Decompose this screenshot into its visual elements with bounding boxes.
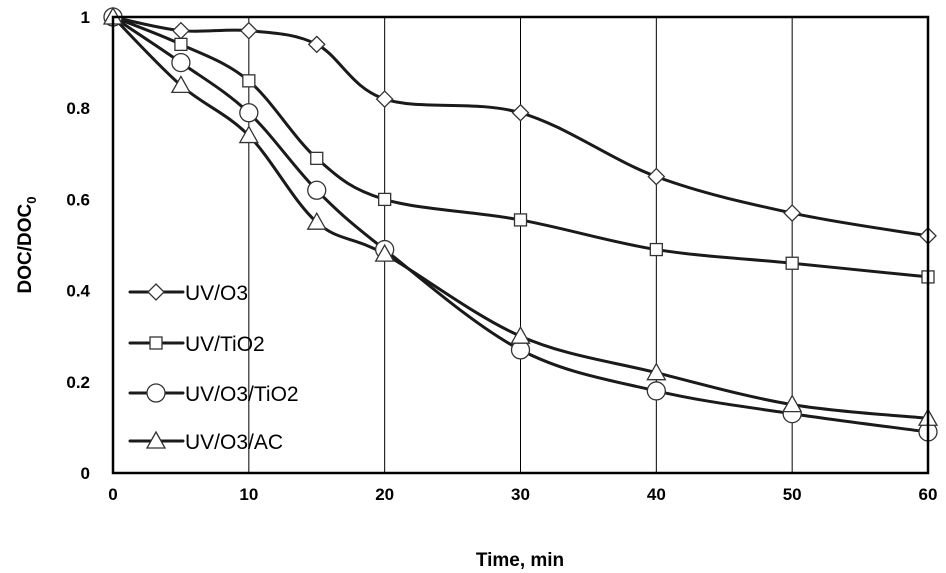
x-tick-label: 10	[239, 485, 258, 504]
legend-label: UV/TiO2	[185, 333, 265, 356]
data-point-square	[242, 74, 256, 88]
x-axis-title: Time, min	[476, 550, 564, 571]
series-lines	[111, 15, 930, 434]
y-axis-title: DOC/DOC0	[15, 197, 39, 294]
data-point-diamond	[647, 167, 666, 186]
y-tick-label: 0	[81, 464, 90, 483]
legend-marker-diamond	[147, 283, 165, 301]
data-point-triangle	[646, 362, 667, 381]
y-tick-label: 0.2	[66, 373, 90, 392]
y-tick-label: 1	[81, 8, 90, 27]
data-point-square	[174, 37, 188, 52]
data-point-triangle	[238, 125, 259, 144]
data-point-diamond	[375, 90, 394, 108]
series-line-4	[111, 15, 930, 420]
y-axis-title-subscript: 0	[24, 197, 39, 204]
legend-marker-square	[149, 336, 163, 350]
data-point-square	[378, 192, 392, 207]
data-point-circle	[239, 103, 259, 123]
data-point-diamond	[171, 21, 190, 40]
data-point-diamond	[511, 103, 530, 122]
data-point-square	[785, 256, 799, 270]
y-tick-label: 0.8	[66, 99, 90, 118]
x-tick-label: 0	[108, 485, 117, 504]
legend-label: UV/O3/AC	[185, 431, 283, 454]
y-tick-label: 0.6	[66, 190, 90, 209]
y-tick-label: 0.4	[66, 282, 90, 301]
plot-area-frame	[111, 15, 930, 475]
x-tick-label: 40	[647, 485, 666, 504]
x-tick-label: 60	[919, 485, 938, 504]
data-point-square	[649, 242, 663, 257]
legend-item: UV/TiO2	[128, 333, 265, 356]
legend-item: UV/O3	[128, 282, 248, 305]
data-point-diamond	[239, 21, 258, 40]
data-point-square	[310, 151, 324, 166]
legend-item: UV/O3/TiO2	[128, 383, 299, 406]
legend-item: UV/O3/AC	[128, 430, 283, 454]
legend-label: UV/O3/TiO2	[185, 383, 299, 406]
data-point-circle	[171, 52, 191, 73]
tick-labels: 0 10 20 30 40 50 60 0 0.2 0.4 0.6 0.8 1	[66, 8, 937, 504]
data-point-triangle	[510, 325, 531, 344]
legend-label: UV/O3	[185, 282, 248, 305]
y-axis-title-main: DOC/DOC	[15, 203, 36, 293]
series-line-1	[111, 15, 930, 238]
series-line-2	[111, 15, 930, 279]
data-point-triangle	[782, 394, 803, 413]
data-point-circle	[646, 381, 666, 401]
data-point-square	[513, 213, 528, 227]
legend-marker-triangle	[145, 430, 167, 449]
x-tick-label: 50	[783, 485, 802, 504]
x-tick-label: 20	[375, 485, 394, 504]
data-point-triangle	[374, 243, 395, 262]
data-point-triangle	[170, 75, 192, 94]
x-tick-label: 30	[511, 485, 530, 504]
data-point-diamond	[783, 204, 802, 222]
grid-lines	[248, 17, 793, 473]
legend-marker-circle	[146, 383, 166, 403]
legend: UV/O3 UV/TiO2 UV/O3/TiO2 UV/O3/AC	[128, 282, 299, 454]
data-point-circle	[307, 180, 327, 200]
data-point-triangle	[306, 211, 327, 230]
data-point-diamond	[307, 35, 326, 54]
